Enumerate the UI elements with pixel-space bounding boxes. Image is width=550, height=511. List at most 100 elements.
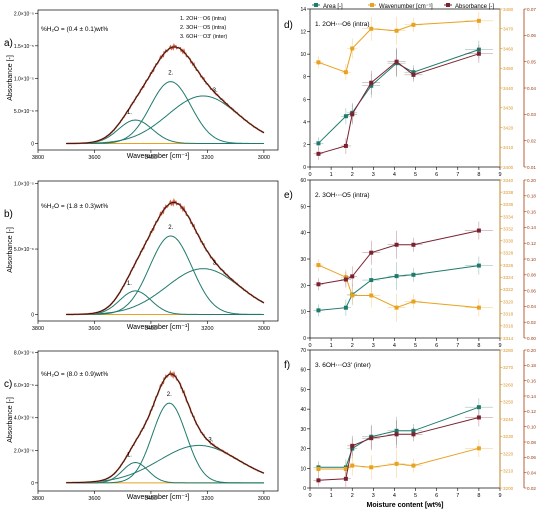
absorbance-point (394, 59, 399, 64)
wavenumber-point (394, 461, 399, 466)
wavenumber-point (369, 26, 374, 31)
wavenumber-axis-tick-label: 3230 (503, 434, 514, 439)
x-tick-label: 5 (414, 493, 417, 499)
wavenumber-axis-tick-label: 3430 (503, 106, 514, 111)
peak-label-2: 2. (168, 225, 173, 231)
panel-label-c: c) (4, 379, 12, 390)
plot-frame (37, 350, 279, 492)
area-series-line (318, 265, 479, 311)
wavenumber-axis-tick-label: 3332 (503, 226, 514, 231)
area-point (411, 272, 416, 277)
x-tick-label: 3 (372, 493, 375, 499)
wavenumber-point (411, 463, 416, 468)
x-tick-label: 0 (308, 343, 311, 349)
absorbance-axis-tick-label: 0.20 (527, 348, 536, 353)
x-tick-label: 4 (393, 172, 396, 178)
cumulative-fit (66, 201, 265, 315)
wavenumber-point (476, 305, 481, 310)
wavenumber-series-line (318, 447, 480, 470)
trend-panel-e: 2. 3OH⋯O5 (intra) 0 1 2 3 4 5 6 7 8 9 0 10 20 30 40 50 6… (300, 178, 536, 349)
x-tick-label: 3200 (201, 155, 213, 161)
x-tick-label: 3800 (32, 326, 44, 332)
x-tick-label: 8 (477, 172, 480, 178)
y-tick-label: 8.0×10⁻⁶ (14, 351, 34, 357)
plot-frame (37, 180, 279, 322)
x-axis-title: Moisture content [wt%] (367, 502, 444, 509)
moisture-annotation: %H₂O = (8.0 ± 0.9)wt% (41, 371, 109, 378)
absorbance-axis-tick-label: 0.07 (527, 7, 536, 12)
absorbance-axis-tick-label: 0.02 (527, 486, 536, 491)
wavenumber-axis-tick-label: 3240 (503, 417, 514, 422)
x-tick-label: 2 (351, 343, 354, 349)
x-tick-label: 8 (477, 493, 480, 499)
absorbance-axis-tick-label: 0.12 (527, 409, 536, 414)
legend-item-absorbance: Absorbance [-] (455, 4, 494, 10)
x-tick-label: 5 (414, 172, 417, 178)
wavenumber-point (350, 46, 355, 51)
wavenumber-point (369, 293, 374, 298)
x-tick-label: 2 (351, 493, 354, 499)
wavenumber-axis-tick-label: 3460 (503, 46, 514, 51)
wavenumber-point (369, 465, 374, 470)
peak-label-1: 1. (127, 281, 132, 287)
area-series-line (318, 406, 480, 468)
wavenumber-series-line (318, 264, 479, 309)
area-axis-tick-label: 0 (303, 165, 306, 171)
peak-label-2: 2. (168, 71, 173, 77)
absorbance-axis-tick-label: 0.04 (527, 86, 536, 91)
absorbance-point (350, 443, 355, 448)
wavenumber-point (350, 293, 355, 298)
wavenumber-axis-tick-label: 3470 (503, 27, 514, 32)
x-tick-label: 1 (330, 493, 333, 499)
x-tick-label: 3800 (32, 496, 44, 502)
legend-marker-area (314, 3, 318, 7)
y-tick-label: 0 (31, 141, 34, 147)
spectrum-panel-b: %H₂O = (1.8 ± 0.3)wt% Wavenumber [cm⁻¹] … (7, 180, 279, 332)
absorbance-point (369, 80, 374, 85)
x-tick-label: 4 (393, 343, 396, 349)
wavenumber-axis-tick-label: 3324 (503, 275, 514, 280)
fitted-peak-3 (66, 444, 265, 484)
wavenumber-axis-tick-label: 3260 (503, 382, 514, 387)
wavenumber-point (343, 70, 348, 75)
panel-label-e: e) (284, 190, 293, 201)
area-point (369, 278, 374, 283)
absorbance-axis-tick-label: 0.20 (527, 178, 536, 183)
x-tick-label: 3200 (201, 496, 213, 502)
absorbance-axis-tick-label: 0.16 (527, 209, 536, 214)
peak-label-3: 3. (213, 261, 218, 267)
absorbance-axis-tick-label: 0.06 (527, 33, 536, 38)
x-tick-label: 6 (435, 493, 438, 499)
x-tick-label: 3600 (88, 496, 100, 502)
area-axis-tick-label: 10 (300, 52, 306, 58)
cumulative-fit (66, 46, 265, 144)
absorbance-series-line (318, 417, 480, 481)
moisture-annotation: %H₂O = (0.4 ± 0.1)wt% (41, 26, 109, 33)
absorbance-point (369, 250, 374, 255)
wavenumber-axis-tick-label: 3250 (503, 400, 514, 405)
absorbance-axis-tick-label: 0.02 (527, 320, 536, 325)
panel-label-a: a) (4, 38, 13, 49)
y-tick-label: 1.0×10⁻⁵ (14, 182, 34, 188)
x-tick-label: 3000 (258, 155, 270, 161)
absorbance-axis-tick-label: 0.16 (527, 378, 536, 383)
absorbance-axis-tick-label: 0.05 (527, 59, 536, 64)
wavenumber-axis-tick-label: 3328 (503, 251, 514, 256)
area-axis-tick-label: 2 (303, 142, 306, 148)
panel-label-b: b) (4, 209, 13, 220)
wavenumber-axis-tick-label: 3336 (503, 202, 514, 207)
fitted-peak-3 (66, 95, 265, 144)
y-tick-label: 0 (31, 312, 34, 318)
area-axis-tick-label: 70 (300, 348, 306, 354)
absorbance-axis-tick-label: 0.06 (527, 288, 536, 293)
x-tick-label: 6 (435, 343, 438, 349)
fitted-peak-1 (66, 290, 264, 315)
x-tick-label: 7 (456, 343, 459, 349)
y-axis-title: Absorbance [-] (7, 227, 14, 273)
x-tick-label: 3800 (32, 155, 44, 161)
fitted-peak-2 (66, 402, 264, 484)
x-tick-label: 8 (477, 343, 480, 349)
area-axis-tick-label: 0 (303, 336, 306, 342)
absorbance-point (476, 228, 481, 233)
